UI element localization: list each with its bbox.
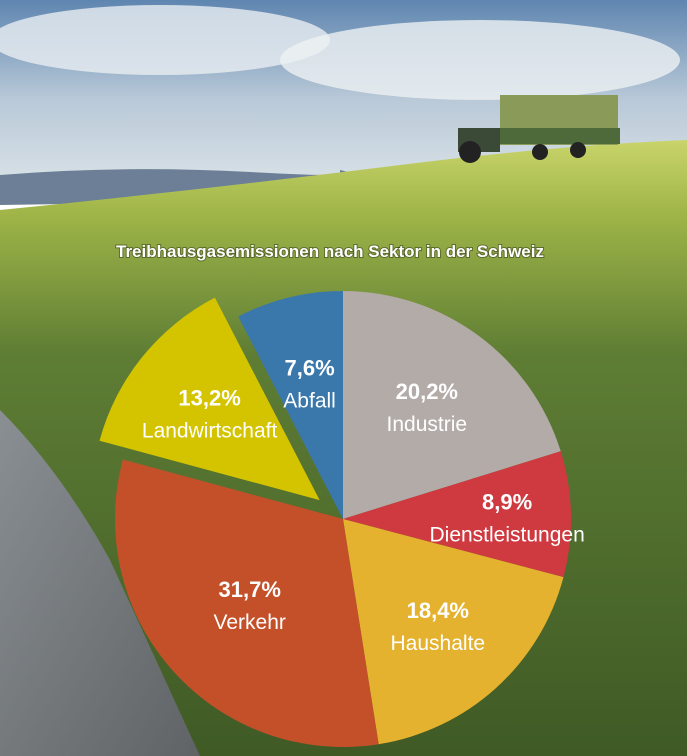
pie-slice-dienstleistungen [343, 451, 571, 578]
slice-value-label: 13,2% [178, 385, 240, 410]
road [0, 410, 200, 756]
slice-value-label: 7,6% [284, 356, 334, 381]
slice-value-label: 31,7% [219, 577, 281, 602]
slice-category-label: Industrie [387, 413, 468, 436]
slice-category-label: Dienstleistungen [429, 523, 584, 546]
tractor-with-trailer [458, 95, 620, 163]
slice-value-label: 18,4% [407, 598, 469, 623]
chart-title: Treibhausgasemissionen nach Sektor in de… [116, 242, 544, 261]
cloud [280, 20, 680, 100]
pie-slice-landwirtschaft [99, 297, 320, 501]
pie-slice-industrie [343, 291, 561, 519]
slice-category-label: Haushalte [391, 632, 486, 655]
slice-value-label: 8,9% [482, 489, 532, 514]
pie-slice-verkehr [114, 459, 379, 747]
cloud [0, 5, 330, 75]
pie-slice-abfall [238, 291, 343, 519]
slice-category-label: Verkehr [214, 611, 286, 634]
slice-category-label: Landwirtschaft [142, 419, 278, 442]
slice-value-label: 20,2% [396, 379, 458, 404]
slice-category-label: Abfall [283, 390, 336, 413]
pie-slice-haushalte [343, 519, 564, 745]
